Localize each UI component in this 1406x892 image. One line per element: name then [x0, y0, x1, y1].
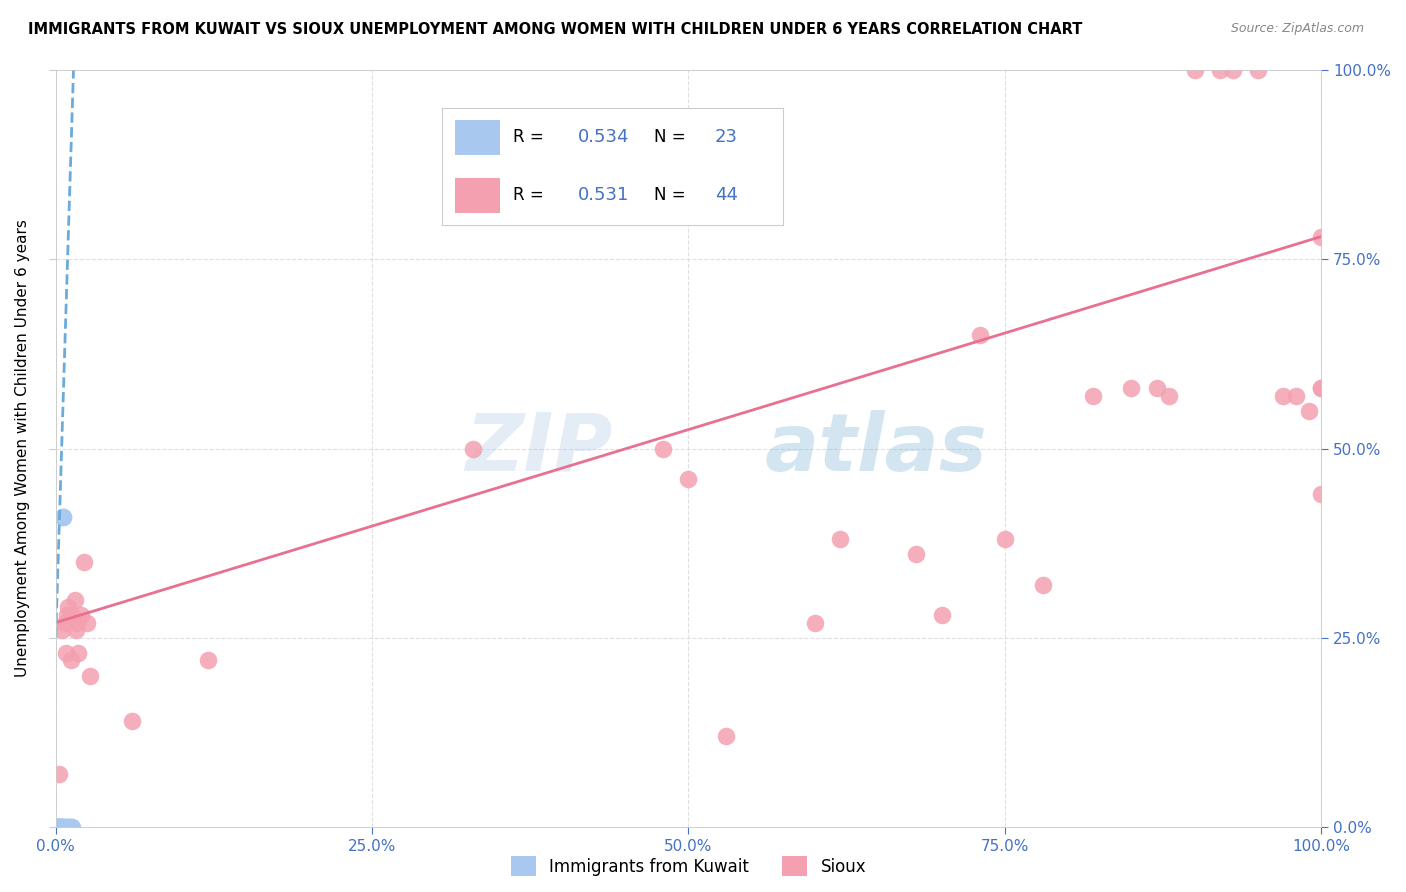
Point	[1209, 63, 1232, 78]
Point	[678, 472, 700, 486]
Point	[53, 820, 76, 834]
Point	[59, 820, 82, 834]
Point	[804, 615, 827, 630]
Point	[1298, 403, 1320, 417]
Point	[1310, 381, 1333, 395]
Point	[48, 820, 70, 834]
Point	[58, 600, 80, 615]
Point	[463, 442, 485, 456]
Point	[1159, 388, 1181, 402]
Point	[60, 607, 83, 622]
Point	[49, 820, 72, 834]
Point	[1247, 63, 1270, 78]
Point	[931, 607, 953, 622]
Point	[53, 820, 76, 834]
Point	[59, 653, 82, 667]
Point	[121, 714, 143, 728]
Text: Source: ZipAtlas.com: Source: ZipAtlas.com	[1230, 22, 1364, 36]
Point	[49, 820, 72, 834]
Point	[48, 820, 70, 834]
Point	[197, 653, 219, 667]
Point	[1310, 229, 1333, 244]
Point	[55, 646, 77, 660]
Point	[1146, 381, 1168, 395]
Point	[716, 729, 738, 743]
Point	[1032, 578, 1054, 592]
Point	[70, 607, 93, 622]
Point	[48, 767, 70, 781]
Point	[56, 607, 79, 622]
Point	[67, 646, 90, 660]
Point	[46, 820, 69, 834]
Point	[905, 548, 928, 562]
Point	[56, 820, 79, 834]
Point	[51, 820, 73, 834]
Point	[969, 328, 991, 343]
Point	[1285, 388, 1308, 402]
Point	[46, 820, 69, 834]
Point	[72, 555, 94, 569]
Point	[46, 820, 69, 834]
Point	[63, 593, 86, 607]
Point	[51, 820, 73, 834]
Point	[652, 442, 675, 456]
Point	[1310, 487, 1333, 501]
Point	[59, 820, 82, 834]
Point	[51, 623, 73, 637]
Point	[52, 509, 75, 524]
Point	[1083, 388, 1105, 402]
Point	[1222, 63, 1244, 78]
Point	[55, 820, 77, 834]
Point	[51, 820, 73, 834]
Point	[1310, 381, 1333, 395]
Point	[65, 623, 87, 637]
Point	[76, 615, 98, 630]
Point	[79, 668, 101, 682]
Point	[53, 615, 76, 630]
Point	[830, 533, 852, 547]
Point	[60, 820, 83, 834]
Legend: Immigrants from Kuwait, Sioux: Immigrants from Kuwait, Sioux	[503, 849, 873, 883]
Point	[52, 509, 75, 524]
Point	[49, 820, 72, 834]
Point	[48, 820, 70, 834]
Point	[66, 615, 89, 630]
Y-axis label: Unemployment Among Women with Children Under 6 years: Unemployment Among Women with Children U…	[15, 219, 30, 677]
Point	[1184, 63, 1206, 78]
Text: ZIP: ZIP	[465, 409, 613, 488]
Point	[1121, 381, 1143, 395]
Text: atlas: atlas	[765, 409, 987, 488]
Point	[58, 820, 80, 834]
Point	[994, 533, 1017, 547]
Point	[46, 820, 69, 834]
Point	[1272, 388, 1295, 402]
Text: IMMIGRANTS FROM KUWAIT VS SIOUX UNEMPLOYMENT AMONG WOMEN WITH CHILDREN UNDER 6 Y: IMMIGRANTS FROM KUWAIT VS SIOUX UNEMPLOY…	[28, 22, 1083, 37]
